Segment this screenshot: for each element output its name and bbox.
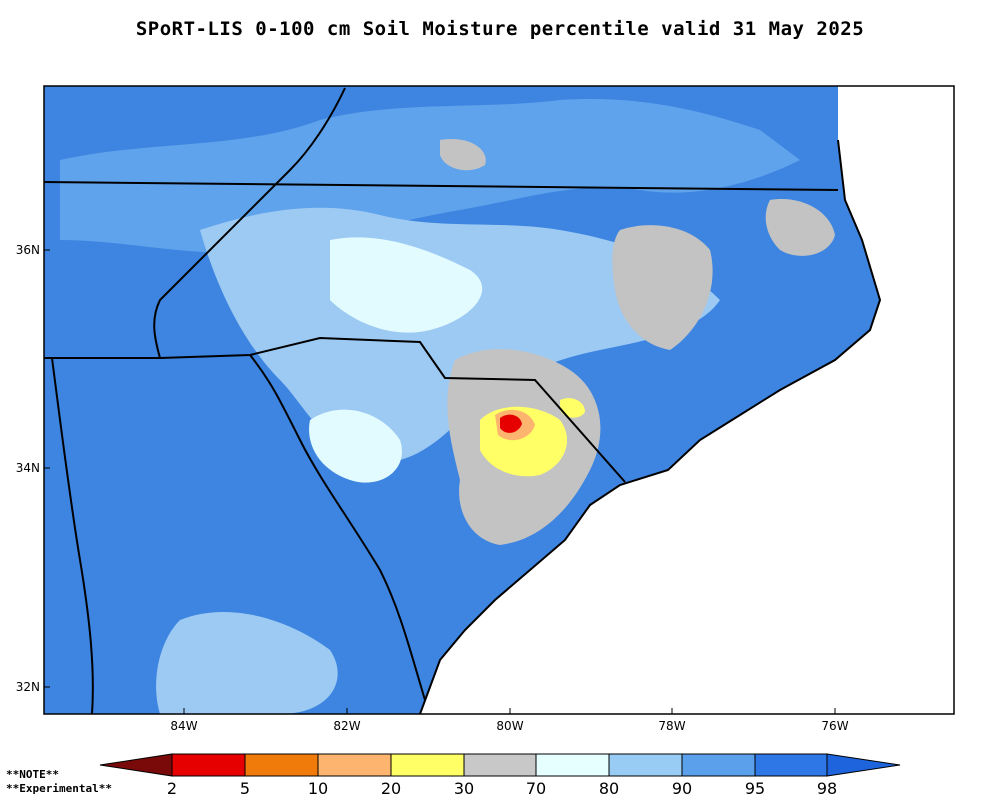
lat-label-34n: 34N	[15, 461, 40, 475]
colorbar-bin-70-80	[535, 753, 610, 777]
colorbar-label: 70	[525, 779, 547, 798]
lat-label-36n: 36N	[15, 243, 40, 257]
colorbar-bin-20-30	[390, 753, 465, 777]
map-field	[44, 86, 954, 714]
colorbar-label: 95	[744, 779, 766, 798]
colorbar-bin-2-5	[171, 753, 246, 777]
colorbar-label: 80	[598, 779, 620, 798]
moisture-2-5-patch	[500, 414, 522, 433]
colorbar-bin-90-95	[681, 753, 756, 777]
lon-label-76w: 76W	[821, 719, 849, 733]
lat-label-32n: 32N	[15, 680, 40, 694]
moisture-20-30-patch-2	[560, 398, 585, 418]
colorbar-label: 98	[816, 779, 838, 798]
moisture-70-band	[330, 237, 483, 333]
moisture-30-70-patch-2	[612, 225, 713, 350]
colorbar-bin-80-90	[608, 753, 683, 777]
colorbar-label: 2	[166, 779, 178, 798]
colorbar-lower-arrow	[99, 753, 173, 777]
axis-ticks	[44, 249, 836, 714]
colorbar-label: 90	[671, 779, 693, 798]
experimental-label: **Experimental**	[6, 782, 112, 795]
moisture-80-band-2	[156, 611, 338, 714]
moisture-30-70-patch-4	[440, 139, 486, 171]
lon-label-80w: 80W	[496, 719, 524, 733]
colorbar-bin-30-70	[463, 753, 537, 777]
colorbar-label: 10	[307, 779, 329, 798]
colorbar-bin-5-10	[244, 753, 319, 777]
lon-label-78w: 78W	[658, 719, 686, 733]
colorbar-label: 20	[380, 779, 402, 798]
coastline	[419, 139, 882, 715]
colorbar-label: 30	[453, 779, 475, 798]
lon-label-84w: 84W	[170, 719, 198, 733]
lon-label-82w: 82W	[333, 719, 361, 733]
map-title: SPoRT-LIS 0-100 cm Soil Moisture percent…	[135, 18, 865, 40]
colorbar-bin-95-98	[754, 753, 828, 777]
moisture-70-band-2	[309, 409, 402, 483]
moisture-30-70-patch-3	[765, 199, 835, 256]
colorbar	[99, 753, 901, 777]
colorbar-label: 5	[239, 779, 251, 798]
colorbar-bin-10-20	[317, 753, 392, 777]
note-label: **NOTE**	[6, 768, 59, 781]
map-frame	[43, 85, 955, 715]
state-borders	[43, 87, 839, 715]
colorbar-upper-arrow	[826, 753, 901, 777]
